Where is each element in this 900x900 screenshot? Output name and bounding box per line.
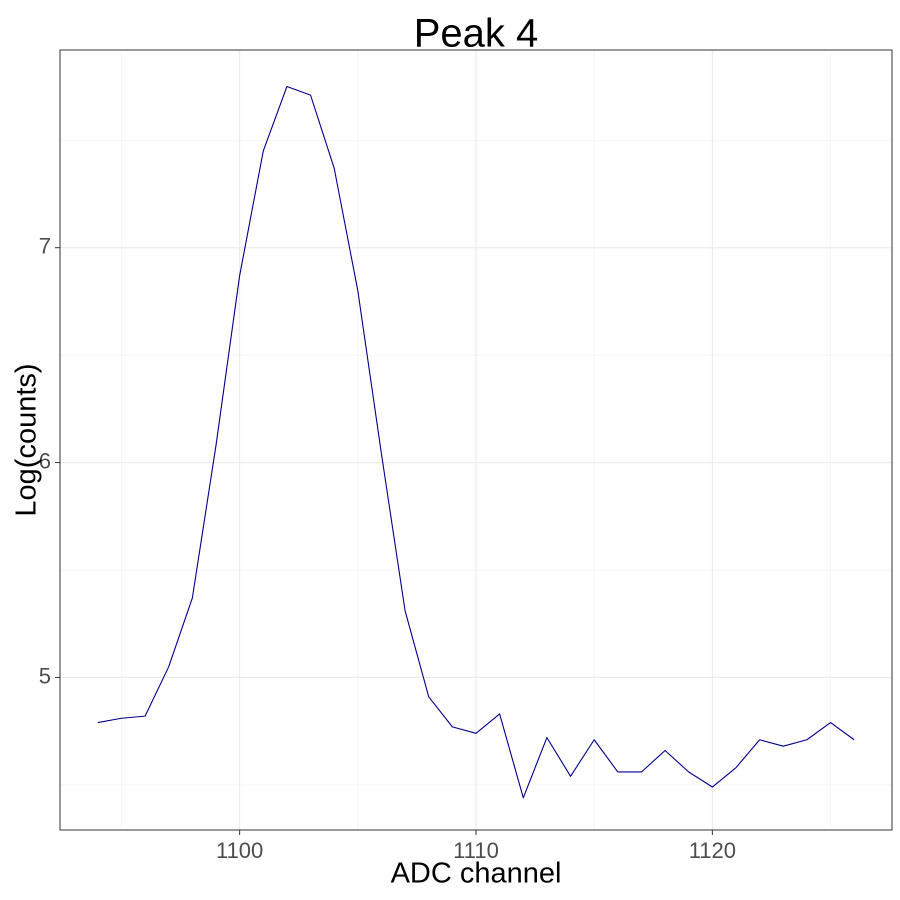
major-gridlines — [60, 50, 892, 830]
y-tick-label: 7 — [39, 233, 51, 258]
y-axis-title: Log(counts) — [11, 363, 43, 516]
series-layer — [97, 85, 855, 799]
y-tick-label: 5 — [39, 663, 51, 688]
chart-title: Peak 4 — [414, 12, 539, 56]
x-tick-label: 1100 — [216, 838, 263, 863]
x-axis: 1100 1110 1120 — [216, 830, 736, 863]
y-tick-label: 6 — [39, 448, 51, 473]
y-axis: 5 6 7 — [39, 233, 60, 688]
x-tick-label: 1120 — [689, 838, 736, 863]
series-line-0 — [97, 85, 855, 799]
x-axis-title: ADC channel — [391, 858, 562, 890]
x-tick-label: 1110 — [453, 838, 499, 863]
